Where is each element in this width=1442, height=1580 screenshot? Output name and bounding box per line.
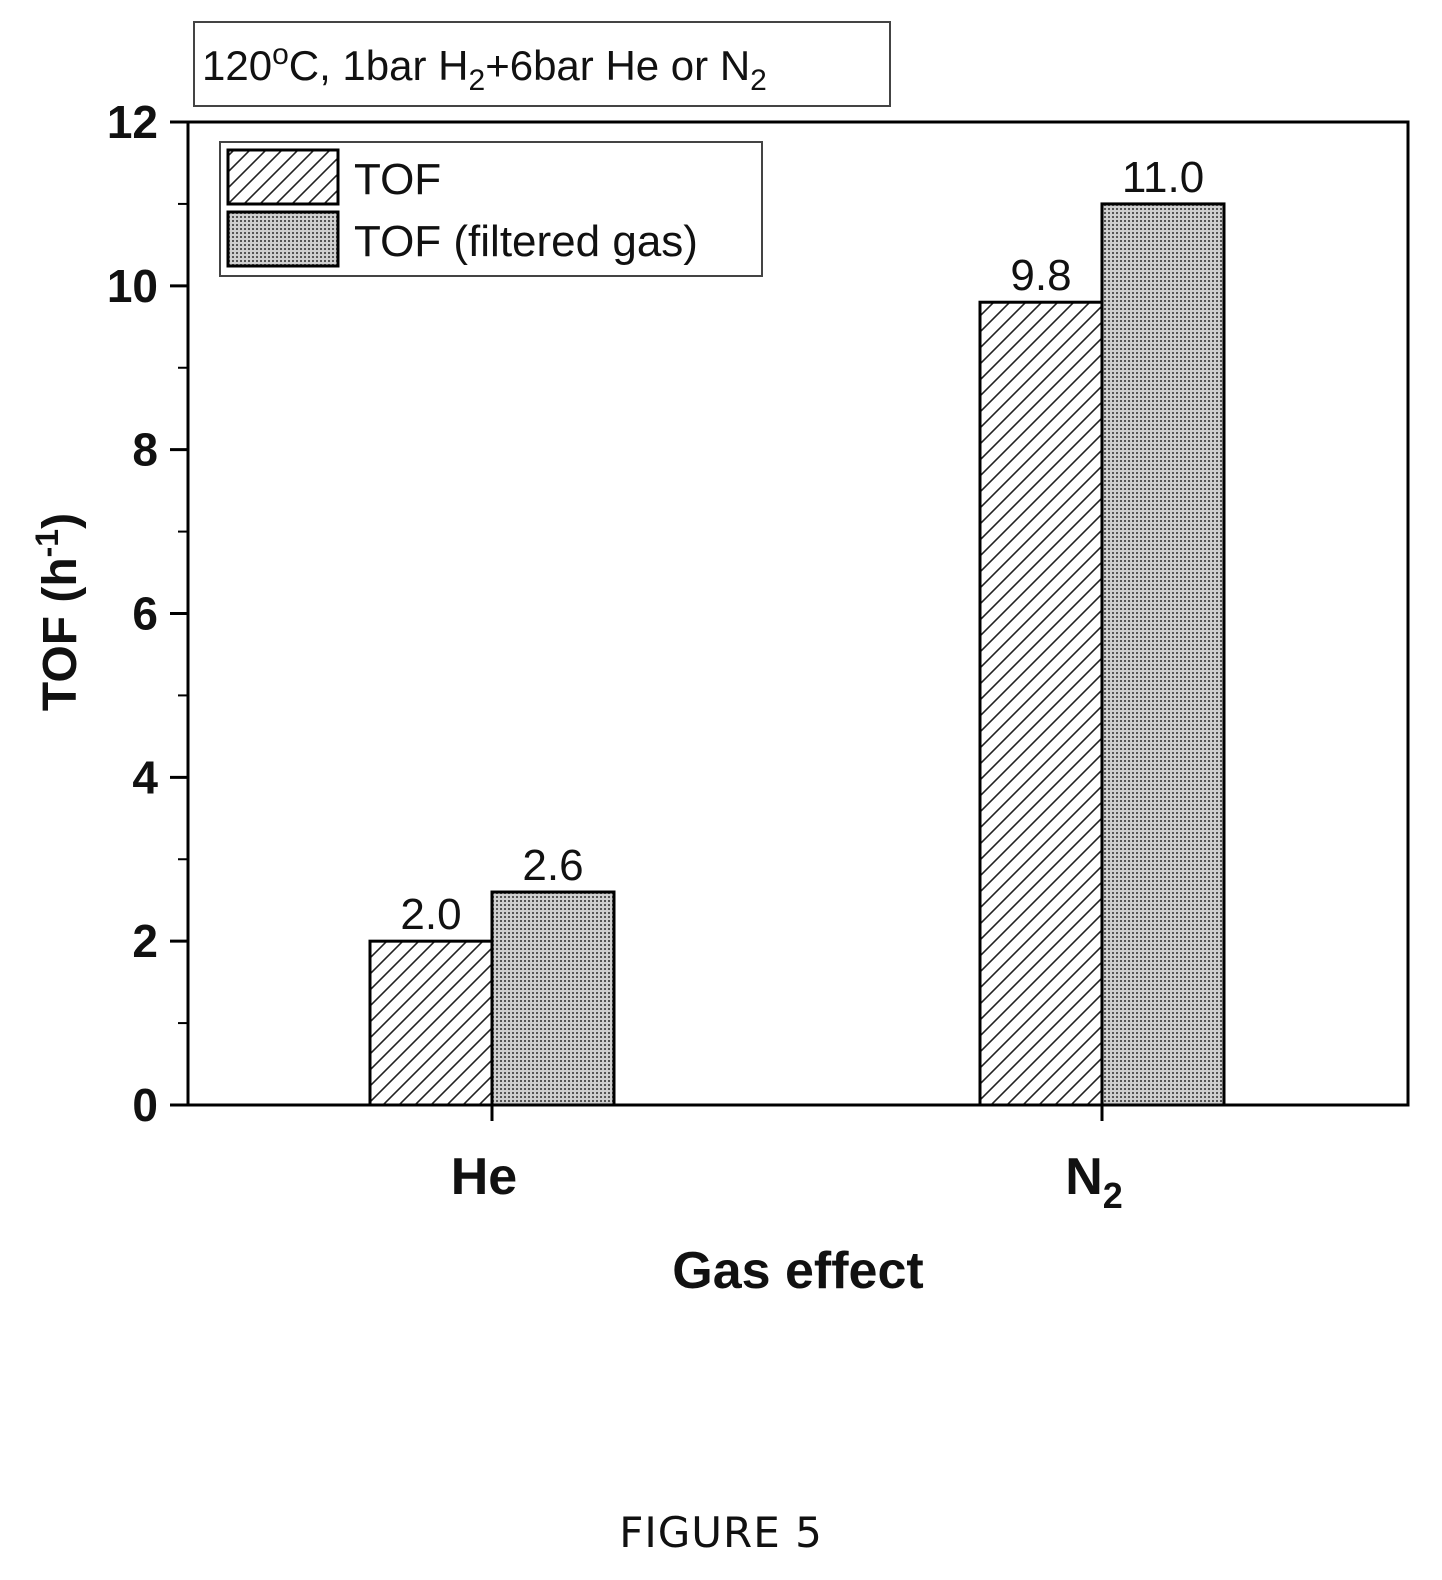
x-axis-title: Gas effect	[672, 1242, 923, 1300]
x-axis: He N2	[451, 1105, 1123, 1216]
data-label: 2.0	[400, 890, 461, 939]
y-tick-label: 0	[132, 1079, 158, 1131]
legend-swatch-tof-filtered	[226, 210, 340, 268]
y-axis: 0 2 4 6 8 10 12	[107, 96, 188, 1131]
figure-caption: FIGURE 5	[619, 1508, 823, 1557]
svg-text:120oC, 1bar H2+6bar He or N2: 120oC, 1bar H2+6bar He or N2	[202, 38, 767, 97]
bars-group	[368, 202, 1226, 1107]
y-tick-label: 6	[132, 588, 158, 640]
annotation-prefix-sup: o	[272, 38, 289, 71]
annotation-middle-sub: 2	[469, 64, 486, 97]
annotation-middle: C, 1bar H	[289, 42, 469, 89]
y-axis-title-main: TOF (h	[34, 557, 87, 711]
data-labels-group: 2.0 2.6 9.8 11.0	[400, 153, 1204, 939]
y-tick-label: 10	[107, 260, 158, 312]
y-tick-label: 4	[132, 751, 158, 803]
annotation-prefix: 120	[202, 42, 272, 89]
y-tick-label: 8	[132, 424, 158, 476]
x-tick-label: He	[451, 1148, 517, 1206]
bar-tof-he	[368, 939, 494, 1107]
legend-swatch-tof	[226, 148, 340, 206]
annotation-end-sub: 2	[750, 64, 767, 97]
y-axis-title-sup: -1	[29, 529, 65, 557]
y-tick-label: 12	[107, 96, 158, 148]
bar-tof-filtered-he	[490, 890, 616, 1107]
annotation-after-sub: +6bar He or N	[485, 42, 750, 89]
legend: TOF TOF (filtered gas)	[219, 141, 763, 277]
data-label: 9.8	[1010, 251, 1071, 300]
legend-label-tof-filtered: TOF (filtered gas)	[354, 217, 698, 266]
x-tick-label: N2	[1065, 1148, 1123, 1216]
annotation-box: 120oC, 1bar H2+6bar He or N2	[193, 21, 891, 107]
y-tick-label: 2	[132, 915, 158, 967]
data-label: 2.6	[522, 841, 583, 890]
bar-tof-n2	[978, 300, 1104, 1107]
y-axis-title: TOF (h-1)	[29, 513, 87, 711]
bar-tof-filtered-n2	[1100, 202, 1226, 1107]
y-axis-title-close: )	[34, 513, 87, 529]
legend-label-tof: TOF	[354, 155, 441, 204]
data-label: 11.0	[1122, 153, 1204, 202]
